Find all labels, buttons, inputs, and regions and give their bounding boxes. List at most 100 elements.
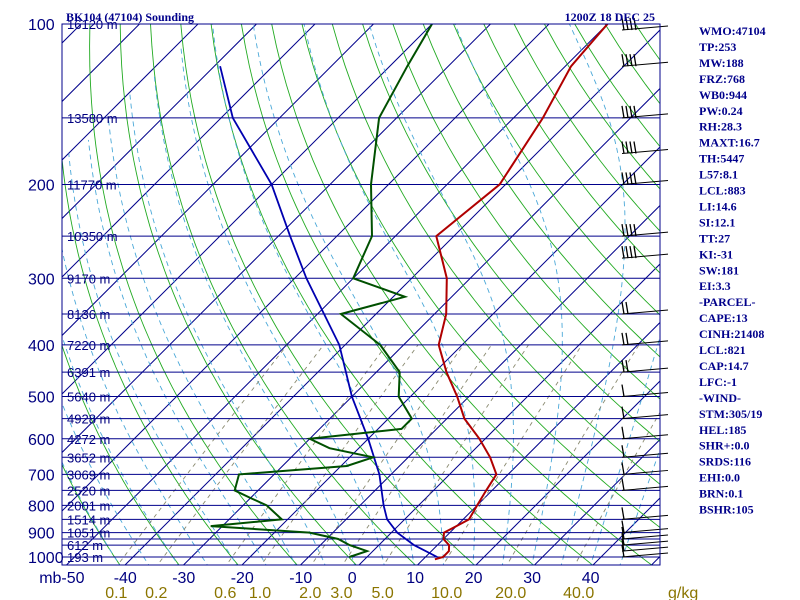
height-label: 10350 m	[67, 229, 118, 244]
isotherm-line	[62, 24, 374, 337]
wind-barb-feather	[621, 105, 625, 118]
wind-barb-feather	[621, 223, 625, 237]
height-label: 1051 m	[67, 526, 110, 541]
moist-adiabat	[107, 117, 297, 565]
isotherm-line	[124, 29, 660, 565]
moist-adiabat	[87, 139, 267, 565]
index-line: SRDS:116	[699, 455, 751, 469]
wind-barb-feather	[633, 172, 637, 185]
index-line: LI:14.6	[699, 199, 737, 213]
moist-adiabat	[252, 24, 444, 565]
index-line: CINH:21408	[699, 327, 764, 341]
moist-adiabat	[62, 334, 179, 565]
dry-adiabat	[422, 24, 660, 358]
isotherm-line	[62, 24, 491, 454]
index-line: SHR+:0.0	[699, 439, 750, 453]
isotherm-line	[533, 438, 660, 565]
mixing-ratio-line	[506, 344, 640, 565]
wind-barb-feather	[629, 54, 633, 67]
pressure-tick-label: 700	[28, 467, 55, 484]
wind-barb-feather	[625, 172, 629, 185]
mixing-ratio-label: 0.2	[145, 585, 167, 600]
moist-adiabat	[62, 402, 150, 565]
temperature-tick-label: 10	[406, 570, 424, 587]
wind-barb-shaft	[621, 25, 669, 31]
dry-adiabat	[331, 24, 660, 485]
wind-barb-shaft	[621, 179, 669, 185]
index-line: LCL:883	[699, 184, 746, 198]
wind-barb-shaft	[621, 309, 669, 315]
dry-adiabat	[89, 24, 298, 565]
moist-adiabat	[368, 24, 514, 565]
wind-barb-shaft	[621, 485, 669, 491]
wind-barb	[621, 520, 669, 534]
dry-adiabat	[787, 24, 800, 568]
index-line: PW:0.24	[699, 104, 743, 118]
wind-barb-column	[621, 17, 669, 558]
wind-barb-feather	[621, 301, 625, 315]
wind-barb-feather	[621, 445, 625, 458]
wind-barb-feather	[621, 462, 625, 475]
station-title: BK104 (47104) Sounding	[66, 10, 194, 24]
height-label: 9170 m	[67, 271, 110, 286]
moist-adiabat	[212, 24, 415, 565]
wind-barb	[621, 332, 669, 346]
temperature-tick-label: 20	[465, 570, 483, 587]
index-line: LFC:-1	[699, 375, 737, 389]
wind-barb-feather	[621, 507, 625, 520]
wind-barb-feather	[629, 172, 633, 185]
isotherm-line	[62, 24, 550, 512]
dry-adiabat	[513, 24, 660, 232]
mixing-ratio-line	[442, 344, 583, 565]
isotherm-line	[475, 380, 660, 565]
pressure-tick-label: 800	[28, 498, 55, 515]
index-line: MAXT:16.7	[699, 136, 760, 150]
dry-adiabat	[574, 24, 660, 148]
wind-barb-feather	[625, 54, 629, 67]
mixing-ratio-line	[260, 344, 419, 565]
wind-barb-feather	[621, 478, 625, 491]
height-label: 2520 m	[67, 483, 110, 498]
mixing-ratio-line	[574, 411, 660, 565]
wind-barb-feather	[625, 223, 629, 237]
index-line: BRN:0.1	[699, 487, 743, 501]
wind-barb-feather	[633, 223, 637, 237]
height-label: 5640 m	[67, 390, 110, 405]
isotherm-line	[241, 146, 660, 565]
moist-adiabat	[180, 46, 385, 565]
wind-barb-feather	[629, 105, 633, 118]
isotherm-line	[62, 24, 433, 395]
temperature-tick-label: 0	[348, 570, 357, 587]
pressure-tick-label: 900	[28, 526, 55, 543]
index-line: WMO:47104	[699, 24, 766, 38]
index-line: CAP:14.7	[699, 359, 749, 373]
dry-adiabat	[240, 24, 594, 565]
isotherm-line	[592, 497, 660, 565]
wind-barb-feather	[621, 533, 625, 546]
moist-adiabat	[153, 75, 356, 565]
index-line: -WIND-	[699, 391, 741, 405]
pressure-tick-label: 600	[28, 432, 55, 449]
moist-adiabat	[454, 24, 563, 565]
index-line: RH:28.3	[699, 120, 742, 134]
mixing-ratio-line	[383, 344, 529, 565]
height-label: 4272 m	[67, 432, 110, 447]
wind-barb-feather	[625, 246, 629, 259]
wind-barb	[621, 478, 669, 491]
dry-adiabat	[271, 24, 653, 565]
wind-barb-feather	[629, 246, 633, 259]
temperature-trace	[434, 24, 609, 561]
index-line: L57:8.1	[699, 168, 738, 182]
temperature-tick-label: -40	[114, 570, 137, 587]
dry-adiabat	[392, 24, 660, 400]
isotherm-line	[0, 24, 23, 568]
height-label: 612 m	[67, 538, 103, 553]
isotherm-line	[62, 24, 257, 220]
index-line: KI:-31	[699, 247, 733, 261]
mixing-ratio-label: g/kg	[668, 585, 698, 600]
height-label: 6391 m	[67, 365, 110, 380]
moist-adiabat	[62, 461, 121, 565]
moist-adiabat	[560, 24, 626, 565]
wind-barb-shaft	[621, 534, 669, 540]
plot-frame	[61, 23, 661, 566]
